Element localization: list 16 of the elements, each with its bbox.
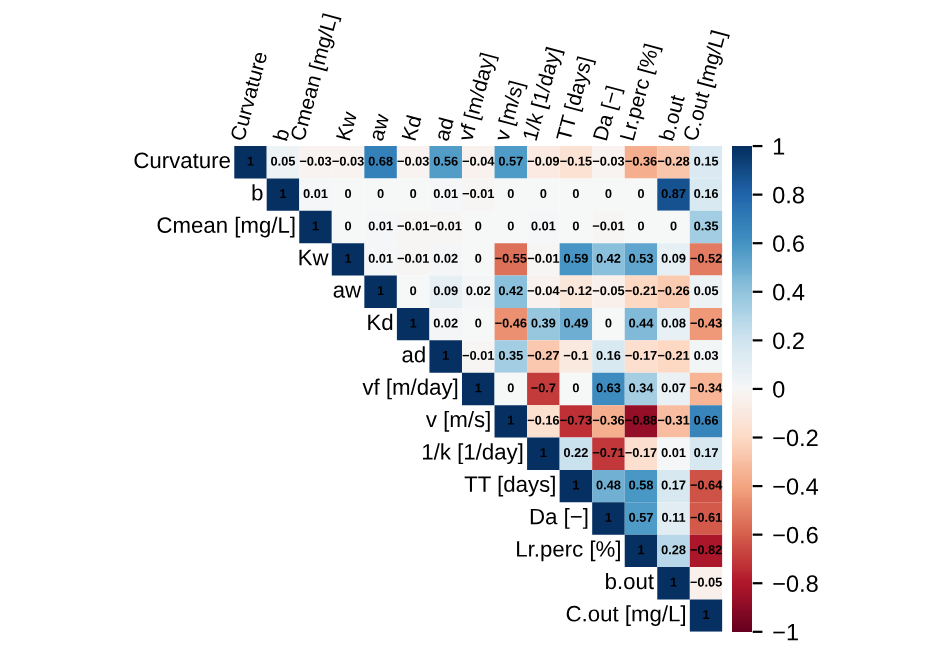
color-bar-label: −0.8 (773, 575, 818, 593)
x-tick-label: b.out (658, 93, 685, 141)
color-bar-label: 0.2 (773, 332, 804, 350)
x-tick-label: Kw (336, 110, 358, 141)
color-bar-label: 1 (773, 138, 785, 155)
color-bar-label: 0.8 (773, 186, 804, 204)
color-bar-label: −1 (773, 624, 798, 641)
color-bar-label: 0 (773, 381, 785, 398)
x-tick-label: C.out [mg/L] (682, 30, 730, 143)
y-tick-label: vf [m/day] (362, 378, 458, 400)
color-bar-label: −0.6 (773, 526, 818, 544)
color-bar-label: 0.6 (773, 235, 804, 252)
color-bar-label: −0.2 (773, 429, 818, 447)
x-tick-label: b (272, 127, 290, 141)
color-bar-label: 0.4 (773, 283, 805, 301)
color-bar-label: −0.4 (773, 478, 819, 495)
